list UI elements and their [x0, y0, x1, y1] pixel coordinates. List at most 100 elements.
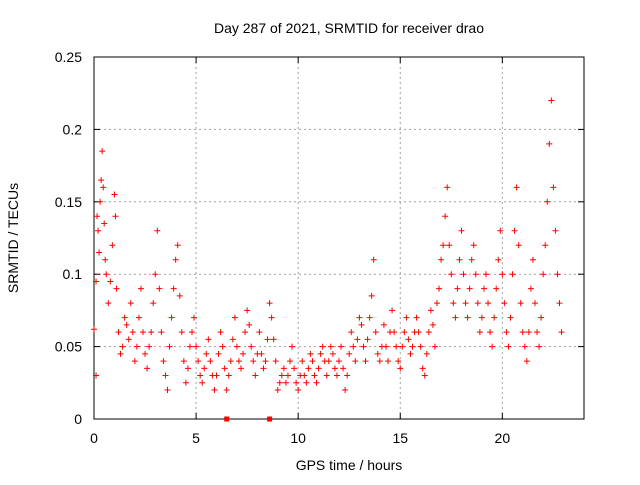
data-point: [152, 271, 159, 278]
data-point: [100, 184, 107, 191]
data-point: [483, 271, 489, 278]
data-point: [493, 285, 500, 292]
data-point: [468, 256, 475, 263]
data-point: [199, 379, 206, 386]
data-point: [507, 314, 514, 321]
data-point: [421, 372, 428, 379]
data-point: [458, 227, 465, 234]
y-tick-label: 0.1: [63, 266, 83, 282]
data-point: [462, 300, 469, 307]
data-point: [501, 300, 508, 307]
data-point: [427, 307, 434, 314]
data-point: [91, 326, 97, 333]
data-point: [299, 358, 306, 365]
data-point: [515, 242, 522, 249]
data-point: [129, 329, 136, 336]
data-point: [527, 285, 534, 292]
data-point: [556, 300, 563, 307]
data-point: [352, 358, 359, 365]
data-point: [434, 300, 440, 307]
data-point: [380, 321, 387, 328]
data-point: [419, 365, 426, 372]
data-point: [478, 314, 485, 321]
data-point: [223, 387, 230, 394]
data-point: [233, 343, 240, 350]
data-point: [117, 350, 124, 357]
data-point: [268, 314, 275, 321]
data-point: [195, 358, 202, 365]
data-point: [489, 343, 496, 350]
data-point: [227, 358, 234, 365]
data-point: [119, 343, 126, 350]
data-point: [436, 285, 443, 292]
data-point: [413, 314, 420, 321]
data-point: [450, 300, 457, 307]
data-point: [364, 336, 371, 343]
data-point: [219, 343, 226, 350]
data-point: [176, 292, 183, 299]
data-point: [109, 242, 116, 249]
data-point: [242, 329, 249, 336]
y-tick-label: 0.15: [55, 194, 82, 210]
data-point: [544, 198, 551, 205]
ground-marker: [224, 416, 230, 422]
data-point: [121, 314, 128, 321]
y-axis-label: SRMTID / TECUs: [5, 183, 21, 293]
data-point: [191, 314, 198, 321]
data-point: [550, 184, 557, 191]
x-axis-label: GPS time / hours: [296, 457, 403, 473]
x-tick-label: 20: [495, 430, 511, 446]
data-point: [552, 227, 559, 234]
data-point: [215, 350, 222, 357]
data-point: [111, 191, 118, 198]
data-point: [523, 358, 530, 365]
data-point: [102, 256, 109, 263]
data-point: [444, 184, 451, 191]
data-point: [127, 300, 134, 307]
data-point: [480, 285, 487, 292]
data-point: [485, 300, 492, 307]
data-point: [160, 358, 167, 365]
data-point: [554, 271, 561, 278]
data-point: [140, 329, 146, 336]
axis-ticks: 0 5 10 15 20 0 0.05 0.1 0.15 0.2 0.25: [55, 49, 584, 446]
data-point: [348, 329, 355, 336]
data-point: [150, 300, 157, 307]
data-point: [511, 227, 518, 234]
data-point: [448, 271, 455, 278]
data-point: [474, 300, 481, 307]
data-point: [225, 372, 232, 379]
data-point: [264, 336, 271, 343]
data-point: [123, 321, 130, 328]
data-point: [532, 300, 538, 307]
data-point: [278, 372, 285, 379]
data-point: [525, 329, 532, 336]
data-point: [497, 227, 504, 234]
data-point: [256, 329, 263, 336]
data-point: [536, 343, 543, 350]
data-point: [96, 249, 103, 256]
data-point: [284, 372, 291, 379]
data-point: [193, 343, 200, 350]
data-point: [460, 271, 467, 278]
data-point: [229, 336, 236, 343]
data-point: [113, 285, 120, 292]
data-point: [431, 343, 438, 350]
data-point: [252, 372, 259, 379]
data-point: [178, 329, 185, 336]
data-point: [519, 329, 526, 336]
ground-markers: [224, 416, 273, 422]
data-point: [382, 343, 389, 350]
data-point: [174, 242, 181, 249]
data-point: [344, 372, 351, 379]
data-point: [464, 314, 471, 321]
data-point: [182, 379, 189, 386]
data-point: [470, 242, 477, 249]
data-point: [370, 256, 377, 263]
data-point: [372, 329, 379, 336]
x-tick-label: 10: [290, 430, 306, 446]
data-point: [112, 213, 119, 220]
data-point: [213, 372, 220, 379]
x-tick-label: 0: [90, 430, 98, 446]
y-tick-label: 0.05: [55, 339, 82, 355]
